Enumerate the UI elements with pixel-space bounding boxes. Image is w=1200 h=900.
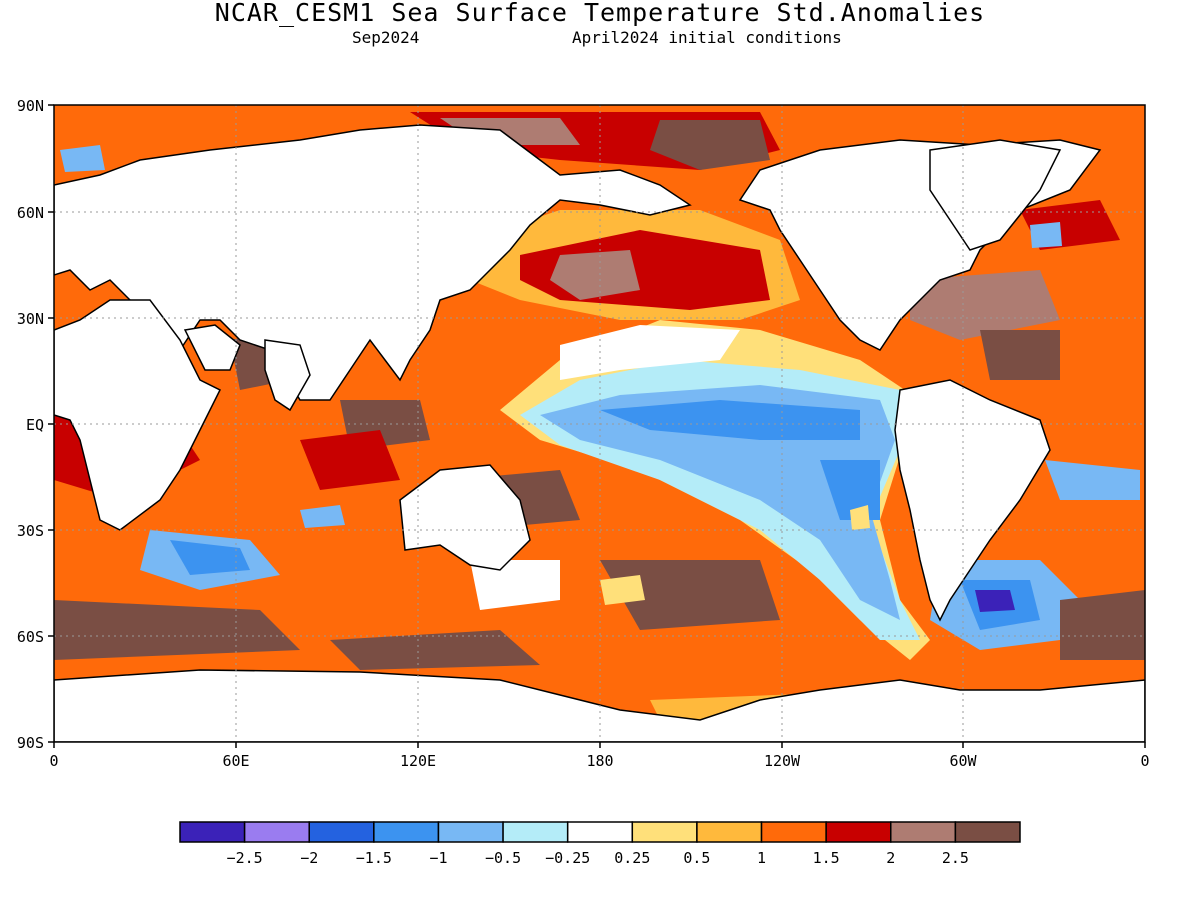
lon-tick-label: 0 <box>49 752 58 770</box>
colorbar-swatch <box>568 822 633 842</box>
colorbar-swatch <box>632 822 697 842</box>
colorbar-label: −0.5 <box>485 849 521 867</box>
colorbar-swatch <box>955 822 1020 842</box>
colorbar-swatch <box>762 822 827 842</box>
lat-tick-label: 90N <box>17 97 44 115</box>
lon-tick-label: 60E <box>222 752 249 770</box>
colorbar-swatch <box>503 822 568 842</box>
lon-tick-label: 0 <box>1140 752 1149 770</box>
colorbar-label: 1.5 <box>813 849 840 867</box>
colorbar-swatch <box>891 822 956 842</box>
colorbar-label: −2.5 <box>227 849 263 867</box>
colorbar-label: −1.5 <box>356 849 392 867</box>
colorbar-label: 2.5 <box>942 849 969 867</box>
colorbar-label: −1 <box>429 849 447 867</box>
colorbar-swatch <box>309 822 374 842</box>
colorbar-swatch <box>826 822 891 842</box>
lat-tick-label: 90S <box>17 734 44 752</box>
colorbar-label: −2 <box>300 849 318 867</box>
lat-tick-label: 30S <box>17 522 44 540</box>
colorbar-label: 2 <box>886 849 895 867</box>
colorbar-label: 0.25 <box>614 849 650 867</box>
lon-tick-label: 60W <box>949 752 977 770</box>
lat-tick-label: 30N <box>17 310 44 328</box>
colorbar-swatch <box>438 822 503 842</box>
colorbar: −2.5 −2 −1.5 −1 −0.5 −0.25 0.25 0.5 1 1.5 2 2.5 <box>180 822 1020 867</box>
colorbar-swatch <box>245 822 310 842</box>
lon-tick-label: 120E <box>400 752 436 770</box>
lon-tick-label: 120W <box>764 752 801 770</box>
colorbar-swatch <box>697 822 762 842</box>
colorbar-swatch <box>180 822 245 842</box>
lon-tick-label: 180 <box>586 752 613 770</box>
colorbar-swatch <box>374 822 439 842</box>
colorbar-label: 1 <box>757 849 766 867</box>
sst-anomaly-map: 90N 60N 30N EQ 30S 60S 90S 0 60E 120E 18… <box>0 0 1200 900</box>
lat-tick-label: 60N <box>17 204 44 222</box>
lat-tick-label: EQ <box>26 416 44 434</box>
colorbar-label: 0.5 <box>683 849 710 867</box>
lat-tick-label: 60S <box>17 628 44 646</box>
colorbar-label: −0.25 <box>545 849 590 867</box>
